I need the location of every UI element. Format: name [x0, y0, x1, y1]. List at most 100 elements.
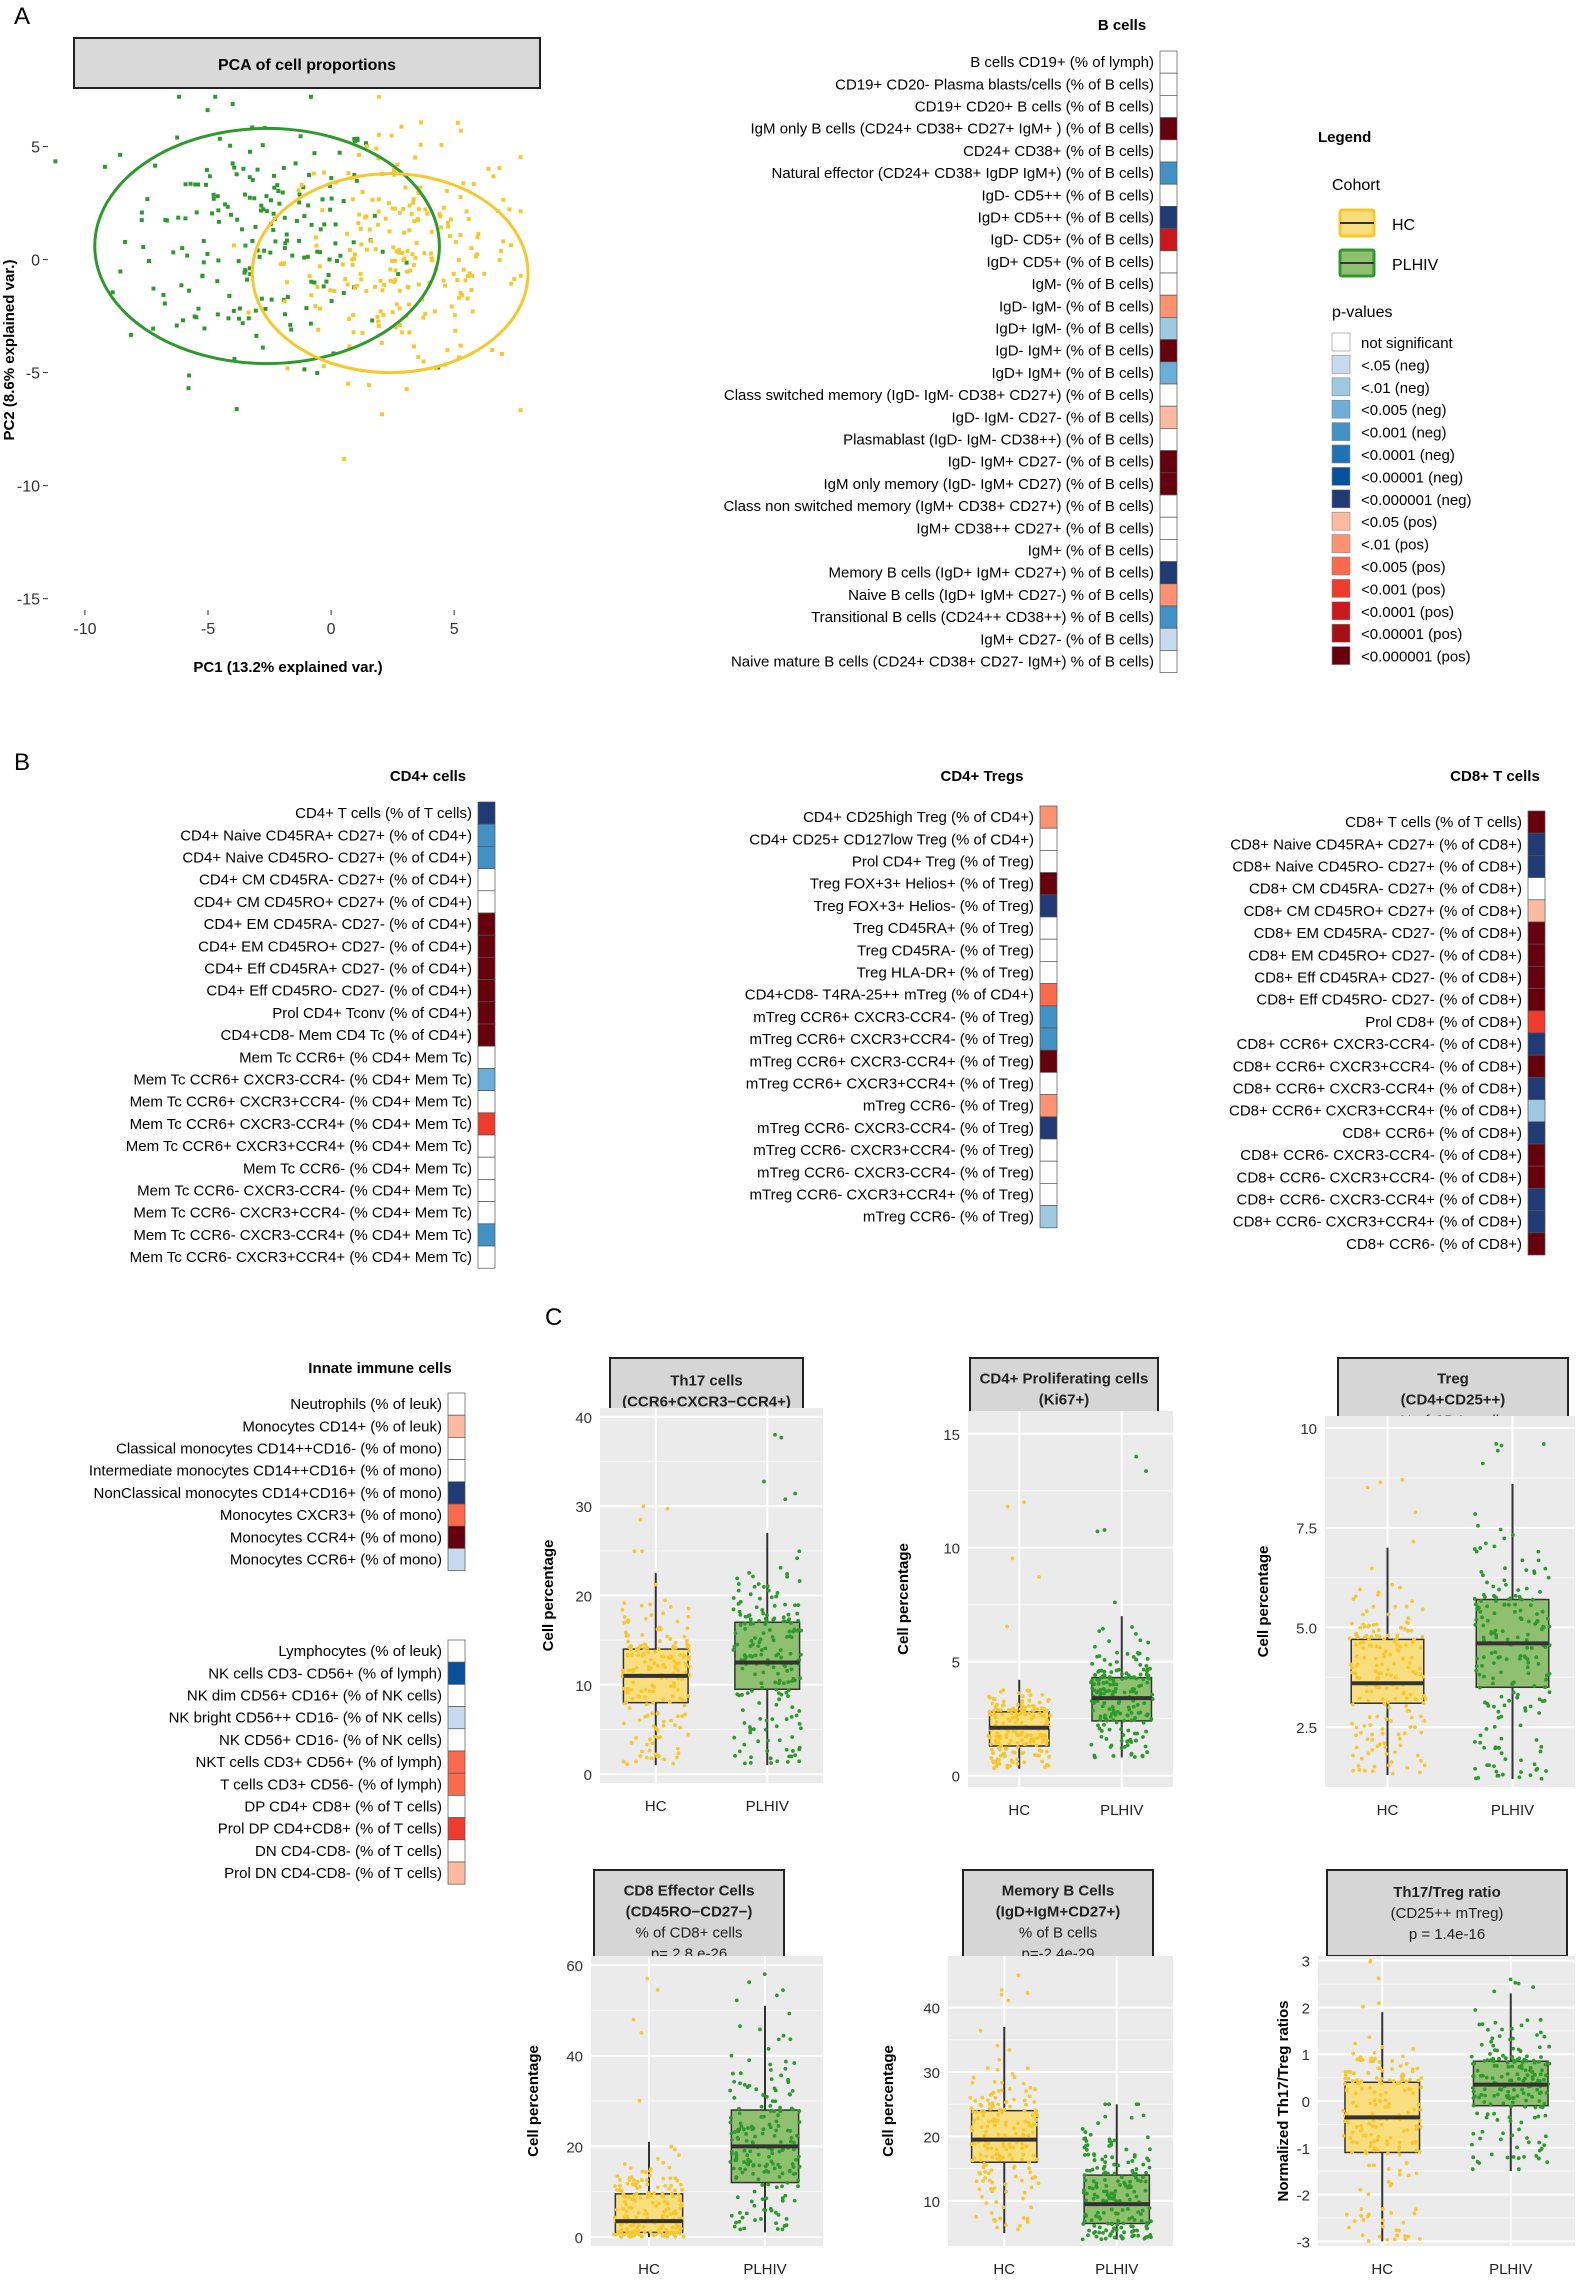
- boxplot-outlier-hc: [1376, 2001, 1381, 2006]
- boxplot-point-plhiv: [758, 2027, 762, 2032]
- boxplot-point-plhiv: [1479, 2092, 1484, 2097]
- boxplot-point-hc: [978, 2152, 983, 2157]
- pvalue-label-13: <0.00001 (pos): [1361, 626, 1462, 643]
- boxplot-point-plhiv: [1082, 2145, 1087, 2150]
- boxplot-point-hc: [996, 2102, 1001, 2107]
- boxplot-point-plhiv: [797, 1579, 802, 1583]
- boxplot-point-hc: [993, 1738, 998, 1743]
- boxplot-point-plhiv: [789, 1667, 794, 1672]
- boxplot-point-plhiv: [1145, 2135, 1150, 2140]
- boxplot-outlier-hc: [1361, 2004, 1365, 2009]
- boxplot-point-hc: [1415, 2066, 1420, 2071]
- pca-point-plhiv: [237, 306, 242, 311]
- boxplot-point-plhiv: [1482, 2059, 1487, 2063]
- boxplot-point-hc: [1034, 2117, 1039, 2122]
- boxplot-point-plhiv: [777, 2149, 782, 2154]
- boxplot-point-hc: [622, 1601, 627, 1606]
- boxplot-point-hc: [672, 2188, 677, 2193]
- boxplot-point-plhiv: [735, 2195, 740, 2200]
- pca-point-hc: [342, 456, 347, 461]
- boxplot-point-plhiv: [740, 1666, 745, 1671]
- pca-point-plhiv: [253, 308, 258, 313]
- boxplot-point-hc: [977, 2187, 982, 2192]
- boxplot-point-plhiv: [1145, 1656, 1150, 1661]
- boxplot-point-plhiv: [730, 2071, 735, 2076]
- boxplot-point-hc: [1343, 2076, 1348, 2081]
- heatmap-cell-igm-cd27-of-b-cells: [1159, 627, 1178, 651]
- pvalue-swatch-9: [1331, 534, 1351, 553]
- pca-point-plhiv: [329, 196, 334, 201]
- boxplot-point-hc: [1024, 2102, 1028, 2107]
- boxplot-point-hc: [1029, 2205, 1033, 2210]
- boxplot-point-hc: [622, 2162, 627, 2166]
- pca-point-plhiv: [372, 213, 377, 218]
- boxplot-point-hc: [1402, 1627, 1407, 1631]
- pca-point-hc: [394, 302, 399, 307]
- boxplot-point-plhiv: [1536, 1558, 1541, 1563]
- boxplot-point-hc: [1354, 2104, 1359, 2109]
- boxplot-point-hc: [1367, 1715, 1372, 1720]
- boxplot-outlier-plhiv: [1095, 1529, 1100, 1534]
- boxplot-point-plhiv: [770, 1717, 775, 1722]
- pca-point-hc: [499, 249, 504, 254]
- boxplot-point-plhiv: [1129, 2115, 1134, 2120]
- heatmap-row-label-mem-tc-ccr6-cxcr3-ccr4-cd4-mem-tc: Mem Tc CCR6+ CXCR3-CCR4+ (% CD4+ Mem Tc): [130, 1116, 472, 1133]
- boxplot-point-plhiv: [1150, 1692, 1155, 1697]
- boxplot-point-hc: [1371, 1604, 1376, 1609]
- boxplot-xlabel-plhiv: PLHIV: [1491, 1802, 1534, 1819]
- pca-point-plhiv: [245, 277, 250, 282]
- heatmap-row-label-prol-cd8-of-cd8: Prol CD8+ (% of CD8+): [1365, 1014, 1522, 1031]
- boxplot-point-hc: [1408, 1692, 1413, 1697]
- boxplot-point-plhiv: [1498, 1527, 1503, 1532]
- boxplot-point-hc: [982, 2133, 987, 2138]
- boxplot-point-plhiv: [750, 1654, 755, 1659]
- boxplot-point-plhiv: [736, 1588, 741, 1593]
- boxplot-outlier-hc: [665, 1506, 670, 1511]
- boxplot-outlier-plhiv: [1136, 2102, 1141, 2107]
- boxplot-point-hc: [655, 1754, 660, 1759]
- boxplot-point-hc: [629, 1740, 634, 1745]
- heatmap-row-label-mem-tc-ccr6-cd4-mem-tc: Mem Tc CCR6- (% CD4+ Mem Tc): [243, 1160, 472, 1177]
- boxplot-point-plhiv: [1515, 2072, 1520, 2077]
- pca-point-plhiv: [174, 323, 179, 328]
- boxplot-point-hc: [1372, 2098, 1377, 2103]
- boxplot-point-plhiv: [756, 1739, 761, 1744]
- boxplot-point-plhiv: [791, 2147, 796, 2152]
- boxplot-point-plhiv: [771, 1638, 776, 1643]
- boxplot-cd4-proliferating: CD4+ Proliferating cells(Ki67+)% of CD4+…: [895, 1357, 1173, 1819]
- boxplot-point-hc: [1037, 1700, 1042, 1705]
- boxplot-point-plhiv: [1129, 2185, 1133, 2189]
- pca-point-plhiv: [201, 260, 206, 265]
- boxplot-point-hc: [671, 2194, 676, 2199]
- boxplot-point-plhiv: [776, 1671, 780, 1676]
- boxplot-point-plhiv: [795, 1556, 799, 1561]
- boxplot-point-plhiv: [797, 1549, 802, 1554]
- boxplot-point-plhiv: [1138, 1710, 1143, 1715]
- boxplot-point-plhiv: [1470, 2167, 1475, 2172]
- boxplot-point-plhiv: [784, 2223, 789, 2228]
- boxplot-point-plhiv: [1122, 1718, 1126, 1723]
- boxplot-point-plhiv: [772, 2166, 777, 2171]
- boxplot-ytick-label-4: 1: [1302, 2047, 1310, 2064]
- boxplot-point-hc: [678, 2206, 683, 2211]
- boxplot-point-plhiv: [1093, 1644, 1097, 1649]
- boxplot-point-plhiv: [1102, 2210, 1106, 2215]
- boxplot-point-plhiv: [738, 1623, 743, 1627]
- boxplot-point-plhiv: [786, 2077, 790, 2082]
- boxplot-max-point-hc: [645, 1976, 650, 1981]
- pca-point-hc: [421, 315, 426, 320]
- boxplot-point-hc: [1369, 2140, 1374, 2145]
- boxplot-point-hc: [669, 2144, 674, 2149]
- boxplot-point-plhiv: [1092, 1688, 1097, 1693]
- legend-hc-label: HC: [1392, 217, 1415, 234]
- boxplot-point-plhiv: [1478, 1609, 1483, 1614]
- boxplot-point-plhiv: [777, 1678, 782, 1683]
- boxplot-point-hc: [990, 2091, 995, 2096]
- pca-point-hc: [446, 224, 451, 229]
- pca-point-hc: [391, 245, 396, 250]
- boxplot-point-hc: [1416, 2102, 1421, 2107]
- boxplot-point-hc: [683, 1670, 688, 1675]
- boxplot-treg: Treg(CD4+CD25++)% of CD4+ cellsp=0.00352…: [1255, 1357, 1575, 1819]
- boxplot-point-plhiv: [1119, 2175, 1124, 2180]
